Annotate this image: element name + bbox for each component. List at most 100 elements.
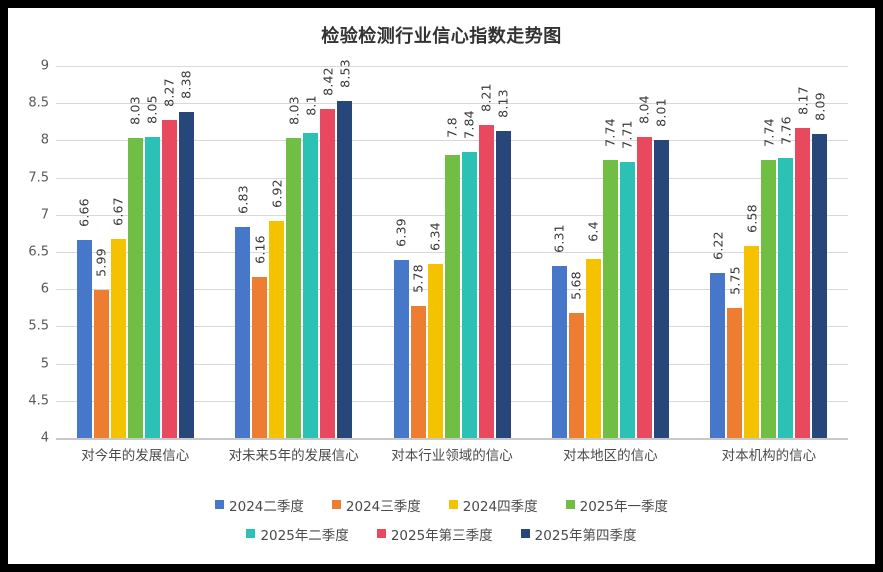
y-axis-tick-label: 7	[40, 207, 49, 223]
chart-legend: 2024二季度 2024三季度 2024四季度 2025年一季度 2025年二季度 20…	[8, 490, 875, 548]
legend-label: 2024三季度	[345, 498, 421, 515]
legend-label: 2025年第四季度	[534, 527, 637, 544]
bar[interactable]	[410, 305, 426, 438]
bar[interactable]	[303, 132, 319, 438]
y-axis-tick-label: 4	[40, 430, 49, 446]
bar[interactable]	[127, 138, 143, 438]
bar-value-label: 7.74	[602, 117, 618, 147]
bar-slot: 6.67	[110, 66, 126, 438]
bar-value-label: 8.03	[127, 96, 143, 125]
bar-value-label: 6.22	[710, 231, 726, 260]
bar-value-label: 8.05	[144, 94, 160, 124]
legend-item[interactable]: 2025年二季度	[246, 524, 349, 544]
bar[interactable]	[653, 139, 669, 438]
bar-value-label: 8.03	[286, 96, 302, 125]
bar-value-label: 8.09	[812, 91, 828, 121]
bar[interactable]	[93, 289, 109, 438]
plot-area: 9 8.5 8 7.5 7 6.5 6 5.5 5 4.5 4 6.66 5.99 6.67 8.03 8.…	[28, 59, 848, 446]
x-axis-category-label: 对本地区的信心	[563, 448, 658, 464]
bar[interactable]	[161, 120, 177, 438]
bar[interactable]	[602, 159, 618, 438]
bar[interactable]	[393, 260, 409, 438]
bar-slot: 6.4	[585, 66, 601, 438]
legend-swatch-icon	[448, 500, 458, 509]
bar-value-label: 6.66	[76, 198, 92, 227]
y-axis-tick-label: 6	[40, 281, 49, 297]
bar-slot: 8.21	[478, 66, 494, 438]
bar-value-label: 6.39	[393, 218, 409, 248]
bar-slot: 6.16	[252, 66, 268, 438]
bar[interactable]	[178, 112, 194, 438]
bar[interactable]	[427, 263, 443, 438]
bar[interactable]	[568, 313, 584, 438]
bar-slot: 8.03	[286, 66, 302, 438]
bar[interactable]	[444, 155, 460, 438]
bar-value-label: 8.1	[303, 95, 319, 116]
bar[interactable]	[252, 277, 268, 438]
bar[interactable]	[744, 246, 760, 438]
legend-swatch-icon	[376, 529, 386, 538]
bar[interactable]	[761, 159, 777, 438]
bar-slot: 8.05	[144, 66, 160, 438]
bar-slot: 7.74	[761, 66, 777, 438]
y-axis-tick-label: 7.5	[28, 170, 49, 186]
bar-value-label: 8.13	[495, 88, 511, 118]
bar[interactable]	[778, 158, 794, 438]
bar-value-label: 5.78	[410, 263, 426, 293]
bar[interactable]	[619, 161, 635, 438]
bar-value-label: 5.68	[568, 271, 584, 300]
bar[interactable]	[76, 240, 92, 438]
bar-slot: 8.53	[337, 59, 353, 438]
bar[interactable]	[795, 127, 811, 438]
bar-slot: 8.17	[795, 66, 811, 438]
bar-group: 6.66 5.99 6.67 8.03 8.05 8.27 8.38	[56, 66, 214, 438]
bar-value-label: 8.27	[161, 78, 177, 108]
legend-label: 2025年一季度	[579, 498, 668, 515]
bar-slot: 8.09	[812, 66, 828, 438]
bar[interactable]	[320, 109, 336, 438]
bar[interactable]	[812, 133, 828, 438]
bar-value-label: 8.17	[795, 85, 811, 115]
bar[interactable]	[585, 259, 601, 438]
legend-row-2: 2025年二季度 2025年第三季度 2025年第四季度	[8, 519, 875, 548]
bar[interactable]	[727, 307, 743, 438]
legend-row-1: 2024二季度 2024三季度 2024四季度 2025年一季度	[8, 490, 875, 519]
bar[interactable]	[636, 137, 652, 438]
bar-value-label: 6.16	[252, 235, 268, 265]
legend-item[interactable]: 2024三季度	[331, 495, 421, 515]
legend-item[interactable]: 2024二季度	[215, 495, 304, 515]
bar[interactable]	[110, 239, 126, 438]
bar[interactable]	[710, 272, 726, 438]
y-axis-tick-label: 5.5	[28, 318, 49, 334]
legend-item[interactable]: 2025年第四季度	[520, 524, 637, 544]
bar[interactable]	[144, 136, 160, 438]
legend-item[interactable]: 2025年一季度	[565, 495, 668, 515]
bar-slot: 7.71	[619, 66, 635, 438]
bar[interactable]	[337, 100, 353, 438]
x-axis-category-label: 对本机构的信心	[721, 448, 817, 464]
bar-slot: 7.74	[602, 66, 618, 438]
legend-item[interactable]: 2025年第三季度	[376, 524, 493, 544]
bar-groups: 6.66 5.99 6.67 8.03 8.05 8.27 8.38 6.83 6.16 6.92…	[56, 59, 848, 438]
gridline: 9	[41, 59, 848, 74]
bar-value-label: 5.75	[727, 265, 743, 295]
bar[interactable]	[461, 152, 477, 438]
bar[interactable]	[235, 227, 251, 438]
bar[interactable]	[269, 220, 285, 438]
legend-swatch-icon	[215, 500, 225, 509]
bar[interactable]	[478, 124, 494, 438]
legend-swatch-icon	[520, 529, 530, 538]
bar[interactable]	[551, 266, 567, 438]
bar[interactable]	[286, 138, 302, 438]
legend-label: 2025年二季度	[260, 527, 349, 544]
bar-value-label: 6.92	[269, 178, 285, 208]
bar-value-label: 8.53	[337, 59, 353, 88]
legend-item[interactable]: 2024四季度	[448, 495, 538, 515]
legend-swatch-icon	[565, 500, 575, 509]
bar[interactable]	[495, 130, 511, 438]
bar-slot: 8.42	[320, 66, 336, 438]
bar-value-label: 8.04	[636, 95, 652, 125]
y-axis-tick-label: 8.5	[28, 95, 49, 111]
bar-slot: 8.1	[303, 66, 319, 438]
bar-slot: 6.22	[710, 66, 726, 438]
